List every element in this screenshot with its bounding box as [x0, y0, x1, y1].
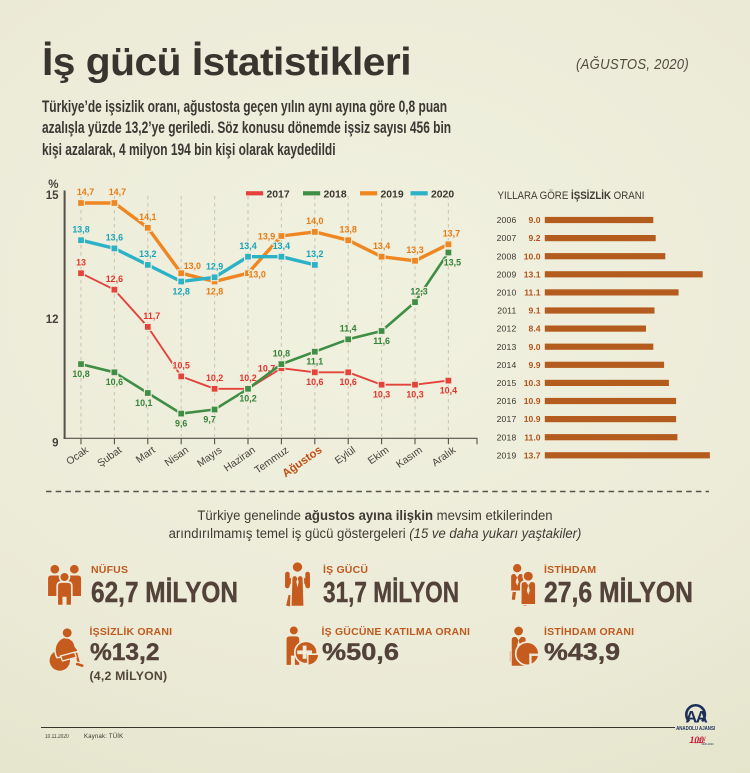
svg-text:10,6: 10,6 [306, 377, 323, 387]
svg-text:10,5: 10,5 [173, 361, 190, 371]
svg-text:2018: 2018 [324, 189, 347, 200]
svg-text:2017: 2017 [497, 414, 517, 424]
svg-text:10,1: 10,1 [135, 398, 152, 408]
svg-text:12,8: 12,8 [206, 286, 223, 296]
svg-text:Eylül: Eylül [333, 445, 358, 467]
svg-text:13,2: 13,2 [306, 249, 323, 259]
svg-text:13: 13 [76, 257, 86, 267]
svg-text:12: 12 [46, 314, 59, 326]
svg-text:13.7: 13.7 [524, 450, 541, 460]
svg-text:13,0: 13,0 [184, 261, 201, 271]
svg-text:2016: 2016 [497, 396, 517, 406]
svg-text:13,5: 13,5 [444, 257, 461, 267]
svg-text:2010: 2010 [497, 288, 517, 298]
svg-text:2015: 2015 [497, 378, 517, 388]
svg-text:Mart: Mart [134, 445, 157, 466]
svg-text:13,4: 13,4 [373, 241, 390, 251]
svg-text:13,6: 13,6 [106, 233, 123, 243]
svg-text:Kasım: Kasım [395, 445, 425, 471]
svg-text:Aralık: Aralık [430, 444, 459, 469]
svg-text:11.1: 11.1 [524, 288, 540, 298]
svg-text:13,7: 13,7 [443, 229, 460, 239]
svg-text:2012: 2012 [497, 324, 517, 334]
svg-text:11,7: 11,7 [143, 311, 160, 321]
svg-text:11,1: 11,1 [306, 357, 323, 367]
svg-text:9.1: 9.1 [529, 306, 541, 316]
svg-text:Mayıs: Mayıs [196, 445, 225, 470]
svg-text:Ocak: Ocak [65, 444, 92, 467]
svg-text:14,7: 14,7 [77, 187, 94, 197]
svg-text:9,7: 9,7 [203, 414, 215, 424]
svg-text:9: 9 [52, 438, 58, 450]
svg-text:14,0: 14,0 [306, 216, 323, 226]
svg-text:10,6: 10,6 [106, 377, 123, 387]
svg-text:13,2: 13,2 [139, 249, 156, 259]
svg-text:1920-2020: 1920-2020 [701, 742, 714, 746]
svg-text:10.9: 10.9 [524, 396, 541, 406]
svg-text:10,8: 10,8 [72, 369, 89, 379]
svg-text:10,3: 10,3 [406, 390, 423, 400]
svg-text:9.0: 9.0 [529, 342, 541, 352]
svg-text:13.1: 13.1 [524, 269, 541, 279]
svg-text:13,8: 13,8 [72, 224, 89, 234]
svg-text:12,6: 12,6 [106, 274, 123, 284]
svg-text:2017: 2017 [267, 189, 290, 200]
svg-text:2019: 2019 [497, 450, 517, 460]
svg-text:12,8: 12,8 [173, 286, 190, 296]
svg-text:10,6: 10,6 [340, 377, 357, 387]
svg-text:Şubat: Şubat [96, 445, 124, 470]
svg-text:2008: 2008 [497, 251, 517, 261]
svg-text:Haziran: Haziran [222, 445, 258, 475]
svg-text:8.4: 8.4 [529, 324, 541, 334]
svg-text:Nisan: Nisan [163, 445, 191, 469]
svg-text:12,3: 12,3 [410, 286, 427, 296]
svg-text:9.0: 9.0 [529, 215, 541, 225]
svg-text:9.2: 9.2 [529, 233, 541, 243]
svg-text:15: 15 [46, 190, 59, 202]
svg-text:2011: 2011 [497, 306, 516, 316]
svg-text:2018: 2018 [497, 432, 517, 442]
svg-text:Ekim: Ekim [366, 445, 391, 467]
svg-text:2019: 2019 [381, 189, 404, 200]
svg-text:11,4: 11,4 [340, 324, 357, 334]
svg-text:10.0: 10.0 [524, 251, 541, 261]
svg-text:2007: 2007 [497, 233, 517, 243]
svg-text:10,3: 10,3 [373, 390, 390, 400]
svg-text:2009: 2009 [497, 269, 517, 279]
svg-text:9.9: 9.9 [529, 360, 541, 370]
svg-text:11.0: 11.0 [524, 432, 540, 442]
svg-text:13,4: 13,4 [239, 241, 256, 251]
svg-text:2014: 2014 [497, 360, 517, 370]
svg-text:13,8: 13,8 [340, 224, 357, 234]
svg-text:13,4: 13,4 [273, 241, 290, 251]
svg-text:14,1: 14,1 [139, 212, 156, 222]
svg-text:10,8: 10,8 [273, 348, 290, 358]
svg-text:%: % [48, 179, 58, 191]
svg-text:12,9: 12,9 [206, 262, 223, 272]
svg-text:13,0: 13,0 [249, 270, 266, 280]
svg-text:10,2: 10,2 [206, 373, 223, 383]
svg-text:10,4: 10,4 [440, 385, 457, 395]
svg-text:11,6: 11,6 [373, 336, 390, 346]
svg-text:10.3: 10.3 [524, 378, 541, 388]
svg-text:10,2: 10,2 [239, 394, 256, 404]
svg-text:13,9: 13,9 [258, 231, 275, 241]
svg-text:9,6: 9,6 [175, 418, 187, 428]
svg-text:2006: 2006 [497, 215, 517, 225]
svg-text:2013: 2013 [497, 342, 517, 352]
svg-text:13,3: 13,3 [406, 245, 423, 255]
svg-text:2020: 2020 [431, 189, 454, 200]
svg-text:10.9: 10.9 [524, 414, 541, 424]
svg-text:AA: AA [685, 709, 707, 727]
svg-text:10,2: 10,2 [239, 373, 256, 383]
svg-text:14,7: 14,7 [109, 187, 126, 197]
svg-text:ANADOLU AJANSI: ANADOLU AJANSI [676, 726, 715, 732]
svg-text:100: 100 [690, 736, 705, 746]
svg-text:yıl: yıl [698, 736, 706, 743]
svg-text:YILLARA GÖRE İŞSİZLİK ORANI: YILLARA GÖRE İŞSİZLİK ORANI [498, 189, 645, 202]
